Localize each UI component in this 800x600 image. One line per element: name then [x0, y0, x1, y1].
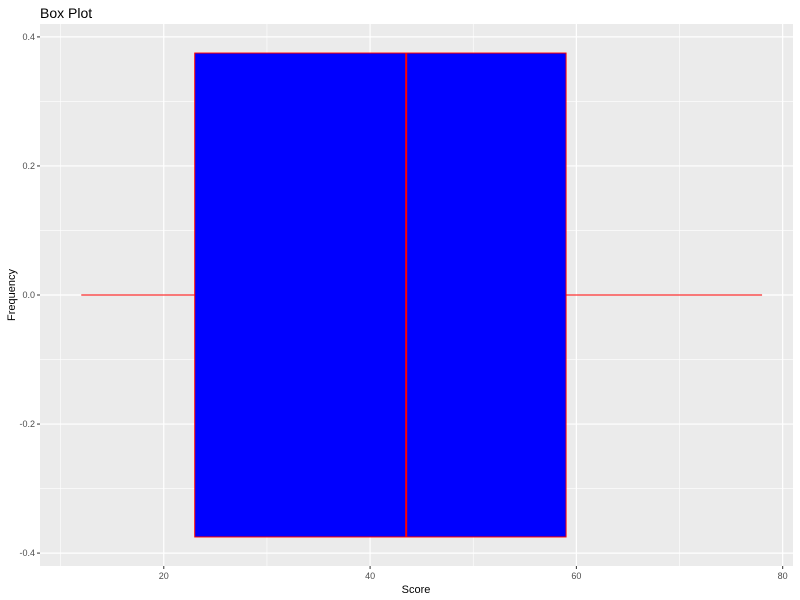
box-plot-marks: [81, 52, 763, 538]
x-tick-label: 40: [365, 571, 375, 581]
x-tick-label: 60: [571, 571, 581, 581]
y-tick-label: -0.2: [19, 419, 35, 429]
y-tick-label: 0.2: [22, 161, 35, 171]
y-tick-label: 0.0: [22, 290, 35, 300]
y-axis-ticks: -0.4 -0.2 0.0 0.2 0.4: [19, 32, 40, 558]
x-axis-ticks: 20 40 60 80: [159, 566, 788, 581]
y-tick-label: -0.4: [19, 548, 35, 558]
iqr-box: [194, 52, 567, 538]
y-tick-label: 0.4: [22, 32, 35, 42]
x-tick-label: 20: [159, 571, 169, 581]
x-tick-label: 80: [778, 571, 788, 581]
chart-title: Box Plot: [40, 5, 92, 21]
x-axis-title: Score: [402, 584, 431, 596]
y-axis-title: Frequency: [6, 269, 18, 321]
